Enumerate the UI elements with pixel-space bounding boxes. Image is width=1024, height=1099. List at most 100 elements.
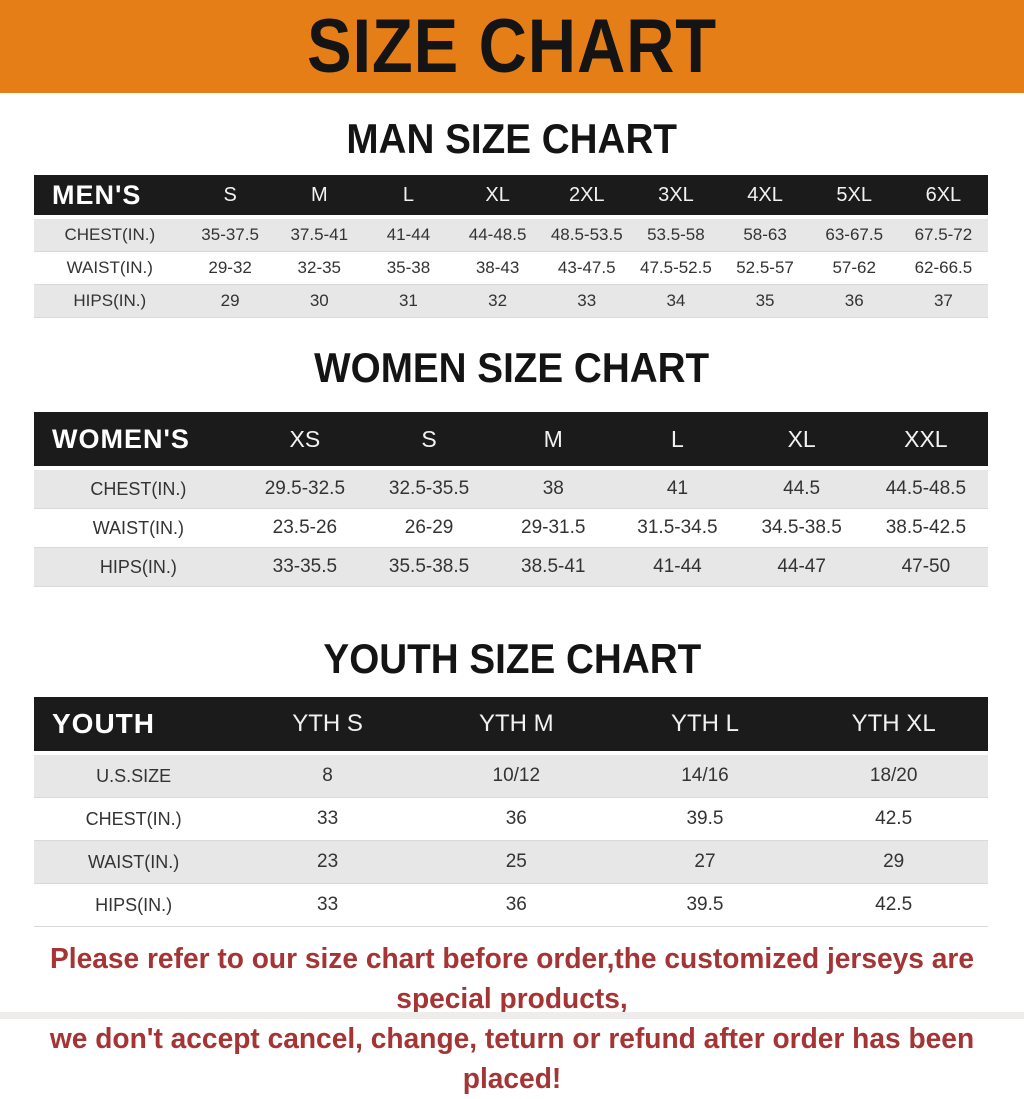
size-value-cell: 38.5-42.5 bbox=[885, 517, 967, 538]
measurement-label: U.S.SIZE bbox=[96, 765, 172, 786]
table-row: CHEST(IN.) 35-37.5 37.5-41 41-44 44-48.5 48.5… bbox=[34, 217, 988, 252]
size-column-header: 4XL bbox=[720, 175, 810, 217]
size-value-cell: 57-62 bbox=[832, 258, 876, 277]
size-value-cell: 38 bbox=[542, 478, 564, 499]
size-value-cell: 35 bbox=[755, 291, 775, 310]
size-value-cell: 38.5-41 bbox=[521, 556, 586, 577]
size-value-cell: 42.5 bbox=[875, 808, 913, 829]
size-value-cell: 36 bbox=[844, 291, 864, 310]
disclaimer-line-2: we don't accept cancel, change, teturn o… bbox=[49, 1023, 975, 1095]
size-value-cell: 33 bbox=[317, 894, 339, 915]
page-title: SIZE CHART bbox=[306, 3, 718, 89]
size-value-cell: 10/12 bbox=[492, 765, 541, 786]
measurement-label: CHEST(IN.) bbox=[85, 808, 182, 829]
size-value-cell: 39.5 bbox=[686, 894, 724, 915]
size-column-header: XL bbox=[453, 175, 543, 217]
size-column-header: M bbox=[274, 175, 364, 217]
measurement-label: CHEST(IN.) bbox=[90, 478, 187, 499]
measurement-label: HIPS(IN.) bbox=[73, 291, 147, 310]
size-chart-banner: SIZE CHART bbox=[0, 0, 1024, 93]
size-value-cell: 37.5-41 bbox=[290, 225, 349, 244]
size-column-header: S bbox=[185, 175, 275, 217]
size-value-cell: 27 bbox=[694, 851, 716, 872]
size-value-cell: 29.5-32.5 bbox=[264, 478, 346, 499]
size-value-cell: 37 bbox=[933, 291, 953, 310]
women-section-heading: WOMEN SIZE CHART bbox=[0, 346, 1024, 390]
size-column-header: YTH XL bbox=[799, 697, 988, 753]
size-value-cell: 26-29 bbox=[404, 517, 454, 538]
size-value-cell: 29 bbox=[883, 851, 905, 872]
size-value-cell: 31 bbox=[398, 291, 418, 310]
size-value-cell: 38-43 bbox=[475, 258, 520, 277]
measurement-label: HIPS(IN.) bbox=[99, 556, 177, 577]
size-column-header: YTH S bbox=[233, 697, 422, 753]
measurement-label: CHEST(IN.) bbox=[64, 225, 156, 244]
size-value-cell: 36 bbox=[505, 808, 527, 829]
disclaimer-note: Please refer to our size chart before or… bbox=[15, 939, 1008, 1099]
table-row: HIPS(IN.) 33-35.5 35.5-38.5 38.5-41 41-44 44-… bbox=[34, 547, 988, 587]
size-value-cell: 35-38 bbox=[386, 258, 431, 277]
size-value-cell: 29-32 bbox=[208, 258, 252, 277]
women-size-table: WOMEN'S XS S M L XL XXL CHEST(IN.) 29.5-32.5 32.5… bbox=[34, 412, 988, 587]
table-row: WAIST(IN.) 29-32 32-35 35-38 38-43 43-47.5 47.… bbox=[34, 251, 988, 285]
table-row: HIPS(IN.) 33 36 39.5 42.5 bbox=[34, 883, 988, 927]
size-value-cell: 62-66.5 bbox=[914, 258, 973, 277]
size-value-cell: 34.5-38.5 bbox=[761, 517, 842, 538]
size-value-cell: 47-50 bbox=[901, 556, 951, 577]
youth-size-section: YOUTH SIZE CHART YOUTH YTH S YTH M YTH L YTH… bbox=[0, 637, 1024, 927]
youth-section-heading: YOUTH SIZE CHART bbox=[0, 637, 1024, 681]
size-value-cell: 35-37.5 bbox=[201, 225, 259, 244]
size-value-cell: 33 bbox=[317, 808, 339, 829]
table-title-cell: YOUTH bbox=[34, 697, 234, 753]
measurement-label: WAIST(IN.) bbox=[92, 517, 185, 538]
size-value-cell: 32.5-35.5 bbox=[388, 478, 470, 499]
table-row: WAIST(IN.) 23 25 27 29 bbox=[34, 840, 988, 884]
size-column-header: 2XL bbox=[542, 175, 632, 217]
size-value-cell: 42.5 bbox=[875, 894, 913, 915]
size-value-cell: 18/20 bbox=[869, 765, 918, 786]
size-value-cell: 47.5-52.5 bbox=[639, 258, 712, 277]
size-value-cell: 35.5-38.5 bbox=[388, 556, 470, 577]
man-section-heading: MAN SIZE CHART bbox=[0, 117, 1024, 161]
man-section-heading-text: MAN SIZE CHART bbox=[346, 115, 678, 162]
size-value-cell: 23.5-26 bbox=[272, 517, 338, 538]
size-value-cell: 41-44 bbox=[653, 556, 702, 577]
women-section-heading-text: WOMEN SIZE CHART bbox=[314, 344, 710, 391]
size-value-cell: 14/16 bbox=[681, 765, 729, 786]
size-value-cell: 41-44 bbox=[386, 225, 431, 244]
size-value-cell: 8 bbox=[322, 765, 333, 786]
size-value-cell: 39.5 bbox=[686, 808, 724, 829]
size-column-header: L bbox=[363, 175, 454, 217]
man-size-section: MAN SIZE CHART MEN'S S M L XL 2XL 3XL 4XL 5XL 6XL… bbox=[0, 117, 1024, 318]
size-column-header: S bbox=[366, 412, 492, 468]
size-column-header: XL bbox=[739, 412, 864, 468]
size-value-cell: 44-48.5 bbox=[468, 225, 527, 244]
measurement-label: HIPS(IN.) bbox=[95, 894, 173, 915]
size-value-cell: 44.5 bbox=[783, 478, 821, 499]
table-row: CHEST(IN.) 33 36 39.5 42.5 bbox=[34, 797, 988, 841]
size-value-cell: 48.5-53.5 bbox=[550, 225, 623, 244]
table-row: WAIST(IN.) 23.5-26 26-29 29-31.5 31.5-34.5 34… bbox=[34, 508, 988, 548]
size-column-header: L bbox=[615, 412, 740, 468]
table-row: U.S.SIZE 8 10/12 14/16 18/20 bbox=[34, 753, 988, 798]
size-value-cell: 36 bbox=[505, 894, 527, 915]
size-value-cell: 52.5-57 bbox=[736, 258, 794, 277]
bottom-edge-strip bbox=[0, 1012, 1024, 1019]
size-value-cell: 29-31.5 bbox=[521, 517, 586, 538]
size-column-header: YTH M bbox=[421, 697, 611, 753]
measurement-label: WAIST(IN.) bbox=[87, 851, 180, 872]
size-value-cell: 29 bbox=[220, 291, 240, 310]
size-value-cell: 67.5-72 bbox=[914, 225, 973, 244]
size-value-cell: 25 bbox=[505, 851, 527, 872]
size-value-cell: 30 bbox=[309, 291, 329, 310]
table-row: HIPS(IN.) 29 30 31 32 33 34 35 36 37 bbox=[34, 284, 988, 318]
size-value-cell: 34 bbox=[666, 291, 686, 310]
size-column-header: YTH L bbox=[610, 697, 800, 753]
size-value-cell: 41 bbox=[666, 478, 689, 499]
size-column-header: XS bbox=[242, 412, 367, 468]
size-value-cell: 33 bbox=[577, 291, 597, 310]
size-value-cell: 63-67.5 bbox=[825, 225, 884, 244]
size-value-cell: 44.5-48.5 bbox=[885, 478, 967, 499]
table-title-cell: WOMEN'S bbox=[34, 412, 243, 468]
size-value-cell: 23 bbox=[317, 851, 339, 872]
